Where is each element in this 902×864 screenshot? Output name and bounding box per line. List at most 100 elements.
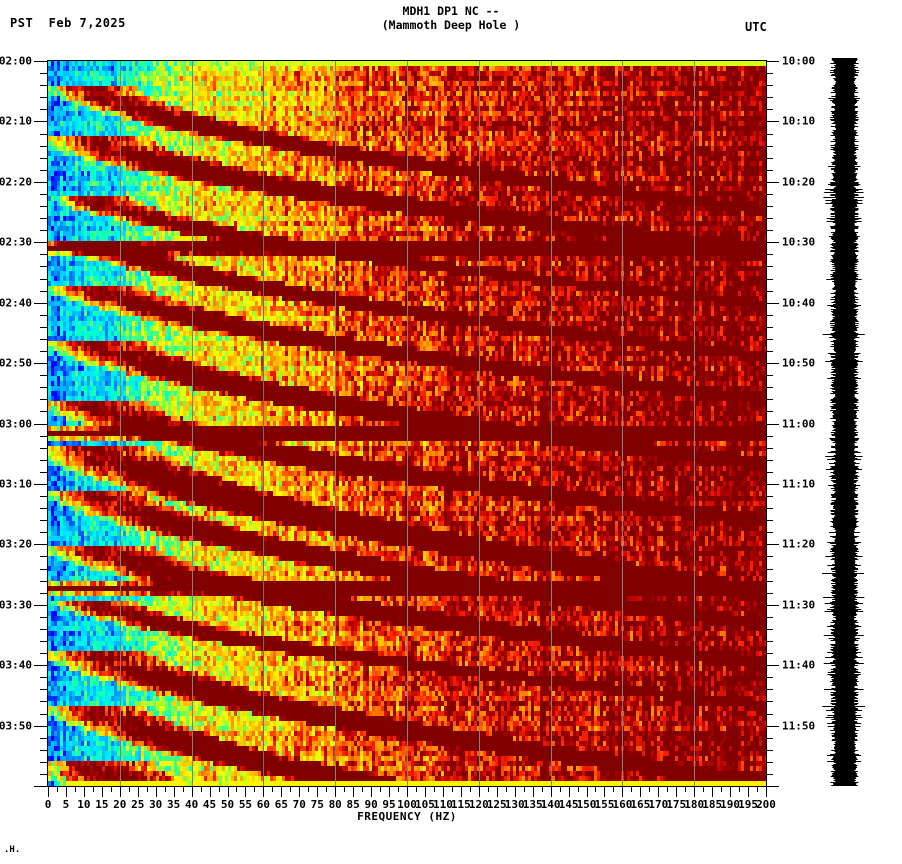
x-label-frequency: 140 (540, 798, 561, 811)
y-tick-major-utc (766, 61, 779, 62)
y-label-utc: 10:40 (782, 296, 816, 310)
frequency-axis-title: FREQUENCY (HZ) (357, 810, 457, 823)
y-label-pst: 02:40 (0, 296, 32, 310)
y-tick-minor-utc (766, 471, 773, 473)
x-label-frequency: 135 (522, 798, 543, 811)
x-tick-major (766, 786, 767, 797)
y-tick-minor-pst (40, 338, 47, 340)
y-tick-major-utc (766, 302, 779, 304)
x-label-frequency: 130 (504, 798, 525, 811)
x-label-frequency: 200 (756, 798, 776, 811)
y-label-pst: 02:50 (0, 356, 32, 370)
y-tick-minor-pst (40, 254, 47, 256)
x-tick-major (568, 786, 570, 797)
x-tick-minor (308, 786, 310, 792)
x-tick-minor (146, 786, 148, 792)
y-tick-major-pst (34, 423, 47, 425)
x-label-frequency: 160 (612, 798, 633, 811)
y-tick-minor-pst (40, 471, 47, 473)
y-tick-minor-utc (766, 508, 773, 510)
x-tick-major (353, 786, 355, 797)
x-label-frequency: 185 (702, 798, 723, 811)
y-tick-minor-pst (40, 278, 47, 280)
x-label-frequency: 155 (594, 798, 615, 811)
x-label-frequency: 70 (292, 798, 306, 811)
x-tick-minor (128, 786, 130, 792)
y-tick-minor-pst (40, 399, 47, 401)
x-tick-major (712, 786, 714, 797)
y-tick-major-utc (766, 725, 779, 727)
x-tick-major (335, 786, 337, 797)
x-tick-major (137, 786, 139, 797)
x-label-frequency: 170 (648, 798, 669, 811)
x-tick-minor (164, 786, 166, 792)
y-tick-minor-utc (766, 628, 773, 630)
y-tick-minor-pst (40, 387, 47, 389)
y-tick-minor-pst (40, 628, 47, 630)
y-label-utc: 11:40 (782, 658, 816, 672)
y-tick-minor-utc (766, 761, 773, 763)
x-label-frequency: 20 (113, 798, 127, 811)
y-tick-minor-pst (40, 677, 47, 679)
y-label-pst: 02:30 (0, 235, 32, 249)
x-label-frequency: 95 (382, 798, 396, 811)
header-left-timezone-date: PST Feb 7,2025 (10, 16, 126, 30)
spectrogram-canvas (48, 61, 766, 786)
y-tick-minor-utc (766, 351, 773, 352)
y-tick-minor-utc (766, 314, 773, 316)
x-tick-minor (595, 786, 597, 792)
y-tick-minor-pst (40, 641, 47, 642)
x-tick-minor (218, 786, 220, 792)
x-label-frequency: 25 (131, 798, 145, 811)
y-tick-major-pst (34, 302, 47, 304)
y-tick-minor-utc (766, 568, 773, 570)
y-label-pst: 02:20 (0, 175, 32, 189)
y-tick-minor-pst (40, 447, 47, 449)
y-tick-major-pst (34, 61, 47, 62)
y-tick-minor-utc (766, 677, 773, 679)
x-tick-minor (380, 786, 382, 792)
y-tick-minor-pst (40, 568, 47, 570)
x-label-frequency: 80 (328, 798, 342, 811)
y-label-utc: 11:30 (782, 598, 816, 612)
y-label-pst: 02:10 (0, 114, 32, 128)
y-tick-minor-utc (766, 290, 773, 292)
y-label-utc: 11:00 (782, 417, 816, 430)
y-label-pst: 03:50 (0, 719, 32, 733)
x-tick-minor (721, 786, 723, 792)
y-tick-minor-utc (766, 266, 773, 268)
x-tick-major (155, 786, 157, 797)
x-tick-minor (685, 786, 687, 792)
x-label-frequency: 105 (415, 798, 435, 811)
x-label-frequency: 180 (684, 798, 705, 811)
y-tick-minor-utc (766, 653, 773, 655)
x-label-frequency: 35 (167, 798, 181, 811)
x-tick-minor (92, 786, 94, 792)
seismogram-trace-panel[interactable] (820, 58, 890, 788)
x-tick-major (460, 786, 462, 797)
y-tick-minor-utc (766, 387, 773, 389)
y-tick-major-utc (766, 121, 779, 123)
y-label-pst: 03:00 (0, 417, 32, 430)
y-tick-minor-pst (40, 145, 47, 147)
y-tick-minor-pst (40, 701, 47, 703)
y-tick-minor-pst (40, 459, 47, 461)
x-tick-major (371, 786, 373, 797)
y-tick-major-utc (766, 423, 779, 425)
y-tick-minor-utc (766, 145, 773, 147)
x-tick-major (442, 786, 444, 797)
x-label-frequency: 85 (346, 798, 360, 811)
x-tick-minor (667, 786, 669, 792)
spectrogram-plot[interactable] (47, 60, 767, 787)
y-tick-minor-utc (766, 749, 773, 751)
y-tick-major-utc (766, 665, 779, 667)
y-tick-minor-pst (40, 73, 47, 75)
y-tick-minor-utc (766, 447, 773, 449)
x-tick-major (191, 786, 193, 797)
x-tick-major (550, 786, 552, 797)
x-tick-minor (451, 786, 453, 792)
y-tick-minor-utc (766, 616, 773, 618)
x-label-frequency: 75 (310, 798, 324, 811)
x-tick-major (173, 786, 175, 797)
x-tick-minor (182, 786, 184, 792)
